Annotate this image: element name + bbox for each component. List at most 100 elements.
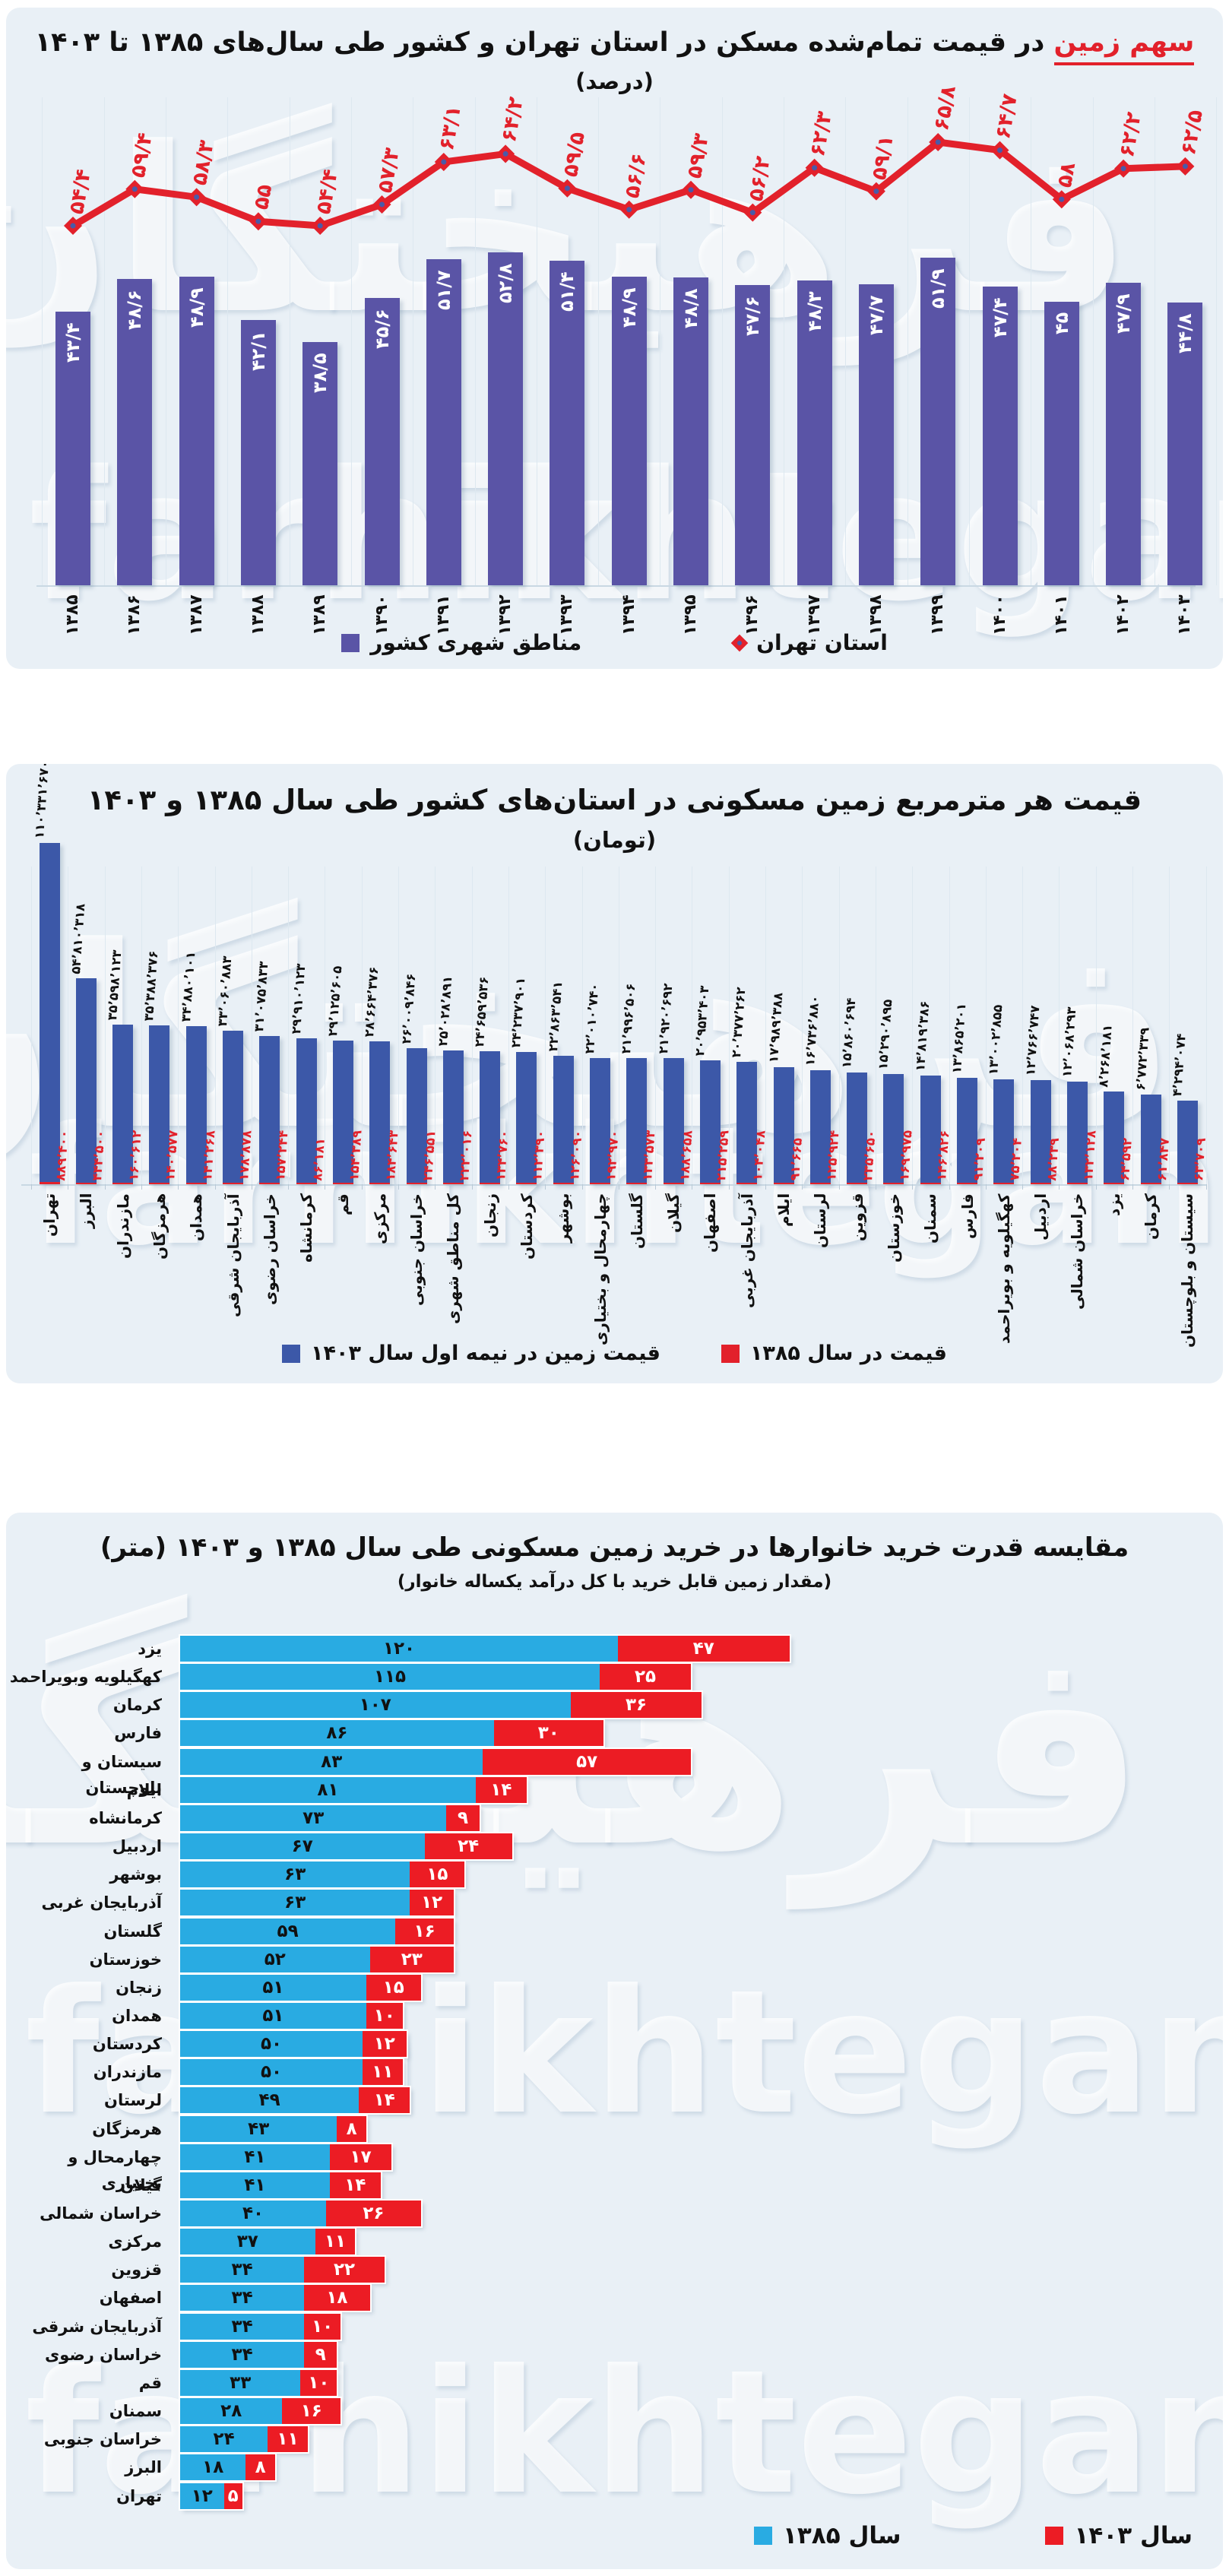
bar-price-1385 [39,1182,60,1184]
segment-1403: ۵۷ [483,1748,691,1775]
bar-price-1403 [442,1050,464,1184]
bar-price-1403 [699,1060,721,1184]
legend-label: سال ۱۳۸۵ [782,2522,901,2549]
stacked-bar-row: ۲۴ ۱۱ [180,2426,308,2453]
stacked-bar-row: ۴۱ ۱۷ [180,2143,392,2170]
segment-1385: ۷۳ [180,1804,447,1831]
stacked-bar-row: ۳۳ ۱۰ [180,2369,337,2396]
row-province-label: مرکزی [108,2232,162,2251]
bar-price-1385 [516,1182,537,1184]
price-1385-label: ۸۸۹٬۴۰۰ [52,1130,71,1182]
stacked-bar-row: ۸۶ ۳۰ [180,1720,603,1747]
row-province-label: تهران [116,2486,162,2505]
bar-price-1385 [259,1182,280,1184]
province-label: خراسان رضوی [260,1193,279,1305]
price-1385-label: ۹۱٬۲۰۹ [971,1137,988,1182]
price-1403-label: ۲۰٬۳۷۷٬۲۶۲ [729,986,749,1058]
bar-price-1385 [223,1182,243,1184]
segment-1403: ۸ [337,2115,366,2142]
gridline [31,867,32,1184]
segment-1403: ۱۴ [475,1776,527,1803]
province-label: خوزستان [884,1193,903,1263]
segment-1385: ۴۰ [180,2201,326,2226]
bar-urban-share [179,277,214,585]
axis-tick [1059,1184,1060,1190]
price-1385-label: ۶۴٬۵۹۲ [1117,1137,1136,1182]
segment-1403: ۲۳ [369,1946,454,1972]
gridline [802,867,803,1184]
axis-tick [802,1184,803,1190]
province-label: کردستان [517,1193,536,1259]
price-1385-label: ۹۱٬۶۶۵ [787,1137,805,1182]
row-province-label: کرمانشاه [89,1808,162,1827]
segment-1385: ۴۳ [180,2115,337,2142]
price-1403-label: ۱۵٬۲۹۰٬۸۹۵ [876,999,895,1071]
stacked-bar-row: ۵۱ ۱۰ [180,2002,403,2029]
row-province-label: بوشهر [109,1865,162,1884]
price-1403-label: ۱۶٬۷۳۶٬۸۸۰ [802,995,822,1067]
bar-urban-share [117,278,153,585]
bar-price-1385 [112,1182,134,1184]
stacked-bar-row: ۵۱ ۱۵ [180,1974,421,2001]
gridline [1216,97,1218,585]
price-1403-label: ۶٬۷۷۲٬۳۳۹ [1132,1027,1152,1092]
segment-1403: ۹ [304,2341,337,2368]
legend-item-price-1403: قیمت زمین در نیمه اول سال ۱۴۰۳ [282,1342,660,1365]
row-province-label: کردستان [92,2035,162,2054]
segment-1403: ۸ [245,2454,275,2481]
gridline [227,97,229,585]
gridline [765,867,766,1184]
bar-price-1403 [809,1070,831,1184]
legend-label: استان تهران [756,630,888,655]
segment-1403: ۲۴ [424,1833,512,1860]
segment-1403: ۱۵ [366,1974,421,2001]
bar-price-1403 [553,1055,574,1184]
stacked-bar-row: ۱۲ ۵ [180,2483,242,2509]
segment-1385: ۵۰ [180,2031,363,2058]
segment-1403: ۹ [446,1804,480,1831]
panel-purchasing-power-chart: فرهیختگان farhikhtegan farhikhtegan مقای… [6,1513,1223,2569]
price-1385-label: ۱۴۱٬۲۶۸ [199,1130,218,1182]
gridline [104,867,106,1184]
bar-price-1403 [883,1074,904,1184]
segment-1385: ۱۲۰ [180,1636,618,1662]
bar-price-1403 [406,1047,427,1184]
gridline [361,867,363,1184]
segment-1403: ۱۲ [410,1890,454,1916]
price-1385-label: ۶۱٬۸۴۷ [1154,1137,1172,1182]
blue-square-icon [753,2527,772,2545]
price-1403-label: ۳۳٬۰۶۰٬۸۸۳ [215,955,235,1028]
stacked-bar-row: ۱۰۷ ۳۶ [180,1692,702,1719]
province-label: البرز [77,1193,96,1228]
province-label: ایلام [774,1193,793,1227]
price-1403-label: ۲۰٬۹۵۳٬۴۰۳ [692,984,712,1057]
chart3-title: مقایسه قدرت خرید خانوارها در خرید زمین م… [100,1532,1129,1563]
chart2-subtitle: (تومان) [572,827,657,853]
row-province-label: زنجان [116,1978,162,1997]
row-province-label: خراسان رضوی [45,2345,162,2364]
gridline [838,867,840,1184]
chart2-title: قیمت هر مترمربع زمین مسکونی در استان‌های… [87,784,1142,816]
gridline [1059,867,1060,1184]
bar-price-1403 [1140,1095,1161,1184]
bar-price-1385 [480,1182,501,1184]
province-label: فارس [958,1193,977,1239]
bar-price-1403 [369,1041,391,1184]
price-1403-label: ۲۱٬۹۲۰٬۶۹۲ [655,982,676,1055]
segment-1385: ۲۸ [180,2398,283,2425]
price-1403-label: ۱۲٬۰۶۸٬۲۹۳ [1059,1006,1079,1079]
segment-1385: ۳۴ [180,2341,305,2368]
gridline [1132,867,1133,1184]
province-label: خراسان جنوبی [407,1193,426,1306]
bar-price-1385 [957,1182,977,1184]
province-label: یزد [1104,1193,1123,1216]
price-1403-label: ۲۱٬۹۹۶٬۵۰۶ [619,982,638,1054]
row-province-label: خراسان جنوبی [43,2430,162,2449]
axis-tick [398,1184,399,1190]
bar-urban-share [982,286,1018,585]
stacked-bar-row: ۸۱ ۱۴ [180,1776,527,1803]
province-label: کل مناطق شهری [444,1193,463,1324]
bar-price-1403 [296,1038,317,1184]
axis-tick [1169,1184,1170,1190]
